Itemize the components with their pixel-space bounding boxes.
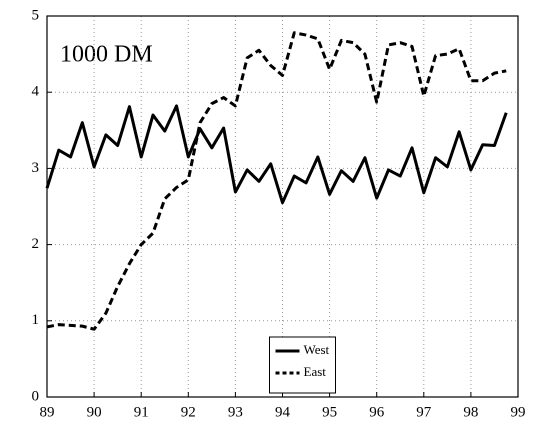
legend: West East (269, 336, 336, 394)
x-tick-label: 97 (416, 404, 432, 420)
legend-box (269, 336, 336, 394)
series-line (45, 104, 508, 205)
y-tick-label: 0 (32, 388, 40, 404)
y-tick-label: 2 (32, 236, 40, 252)
x-tick-label: 89 (40, 404, 55, 420)
y-tick-label: 4 (32, 84, 40, 100)
x-tick-label: 96 (369, 404, 385, 420)
y-tick-label: 5 (32, 7, 40, 23)
x-tick-label: 98 (463, 404, 478, 420)
y-tick-label: 1 (32, 312, 40, 328)
x-tick-label: 91 (134, 404, 149, 420)
x-tick-label: 93 (228, 404, 243, 420)
x-tick-label: 92 (181, 404, 196, 420)
x-tick-label: 95 (322, 404, 337, 420)
legend-label: East (304, 364, 327, 379)
y-tick-label: 3 (32, 160, 40, 176)
x-tick-label: 94 (275, 404, 291, 420)
x-tick-label: 90 (87, 404, 102, 420)
legend-label: West (304, 342, 330, 357)
x-tick-label: 99 (511, 404, 526, 420)
annotation: 1000 DM (60, 42, 153, 68)
plot-frame (46, 15, 519, 398)
